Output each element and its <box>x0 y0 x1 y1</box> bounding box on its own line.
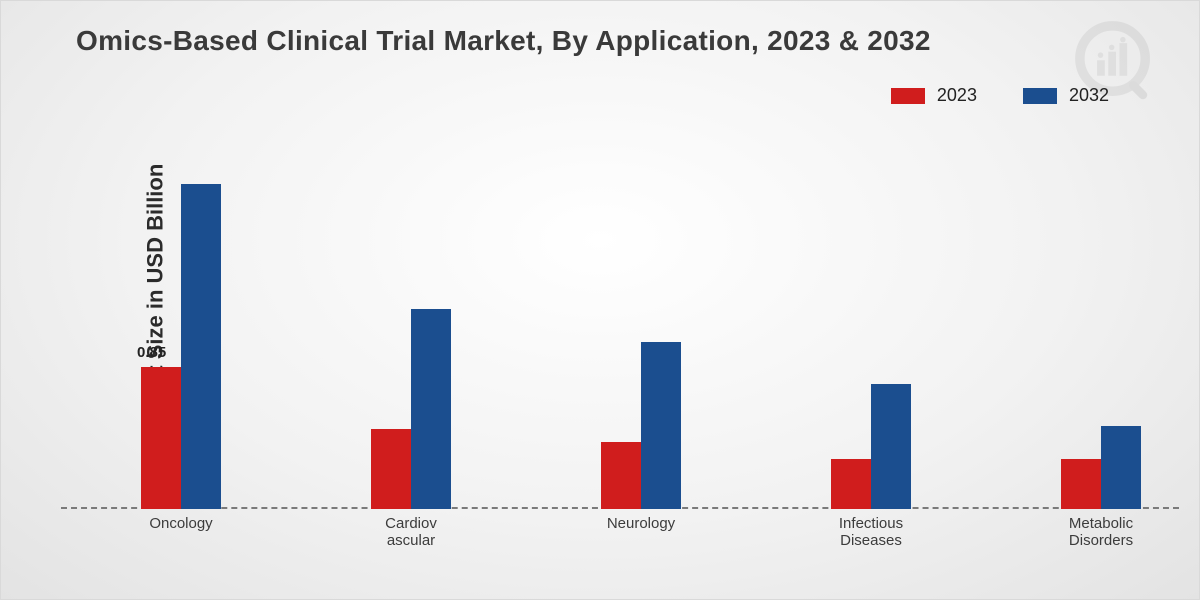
bar <box>831 459 871 509</box>
bar <box>1101 426 1141 509</box>
chart-title: Omics-Based Clinical Trial Market, By Ap… <box>76 25 931 57</box>
legend-item-2032: 2032 <box>1023 85 1109 106</box>
legend-label-2023: 2023 <box>937 85 977 106</box>
bar <box>371 429 411 509</box>
legend-swatch-2032 <box>1023 88 1057 104</box>
bar-group <box>601 342 681 509</box>
bar <box>141 367 181 509</box>
bar-value-label: 0.85 <box>137 344 166 361</box>
bar <box>1061 459 1101 509</box>
bar <box>411 309 451 509</box>
bar <box>871 384 911 509</box>
x-tick-label: Metabolic Disorders <box>1021 515 1181 550</box>
x-tick-label: Oncology <box>101 515 261 532</box>
legend-swatch-2023 <box>891 88 925 104</box>
bar <box>181 184 221 509</box>
bar-group <box>371 309 451 509</box>
x-tick-label: Neurology <box>561 515 721 532</box>
bar-group <box>1061 426 1141 509</box>
bar <box>601 442 641 509</box>
legend-item-2023: 2023 <box>891 85 977 106</box>
x-axis-labels: Oncology Cardiov ascular Neurology Infectio… <box>101 515 1159 571</box>
chart-card: Omics-Based Clinical Trial Market, By Ap… <box>0 0 1200 600</box>
x-tick-label: Infectious Diseases <box>791 515 951 550</box>
bar <box>641 342 681 509</box>
bar-group <box>831 384 911 509</box>
legend: 2023 2032 <box>891 85 1109 106</box>
x-tick-label: Cardiov ascular <box>331 515 491 550</box>
legend-label-2032: 2032 <box>1069 85 1109 106</box>
plot-area: 0.85 <box>101 161 1159 509</box>
